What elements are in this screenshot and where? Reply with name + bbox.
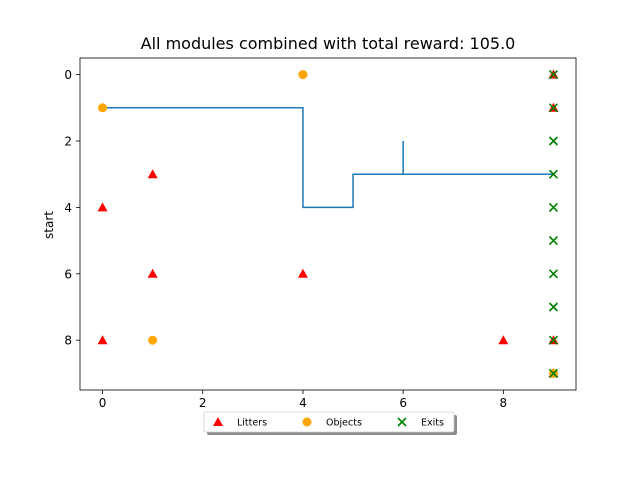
- y-tick-label: 8: [64, 334, 72, 348]
- litters-point-4: [147, 268, 158, 278]
- x-tick-label: 0: [99, 396, 107, 410]
- litters-point-7: [498, 335, 509, 345]
- y-tick-label: 6: [64, 267, 72, 281]
- legend: Litters Objects Exits: [203, 411, 457, 435]
- y-tick-label: 0: [64, 68, 72, 82]
- exits-point-8: [548, 335, 559, 345]
- legend-label-objects: Objects: [326, 418, 362, 429]
- y-tick-label: 2: [64, 135, 72, 149]
- x-tick-label: 2: [199, 396, 207, 410]
- path-line: [102, 107, 554, 209]
- axes-frame: [79, 57, 577, 391]
- litters-point-5: [297, 268, 308, 278]
- exits-point-1: [548, 103, 559, 113]
- exits-point-9: [548, 368, 559, 378]
- litters-point-6: [97, 335, 108, 345]
- exits-point-4: [548, 202, 559, 212]
- y-axis-label: start: [42, 211, 56, 239]
- legend-marker-objects: [302, 417, 312, 427]
- objects-point-1: [98, 103, 108, 113]
- exits-point-2: [548, 136, 559, 146]
- exits-point-3: [548, 169, 559, 179]
- x-tick-label: 4: [299, 396, 307, 410]
- legend-box: [203, 411, 455, 433]
- y-tick-label: 4: [64, 201, 72, 215]
- litters-point-2: [147, 169, 158, 179]
- objects-point-2: [148, 335, 158, 345]
- exits-point-5: [548, 236, 559, 246]
- legend-label-litters: Litters: [237, 418, 267, 429]
- x-tick-label: 6: [399, 396, 407, 410]
- x-tick-label: 8: [500, 396, 508, 410]
- litters-point-3: [97, 202, 108, 212]
- exits-point-6: [548, 269, 559, 279]
- exits-point-0: [548, 70, 559, 80]
- exits-point-7: [548, 302, 559, 312]
- legend-marker-litters: [213, 417, 223, 426]
- chart-title: All modules combined with total reward: …: [141, 34, 516, 53]
- legend-marker-exits: [397, 417, 407, 427]
- objects-point-0: [298, 70, 308, 80]
- plot-area: 0 2 4 6 8 0 2 4 6 8: [64, 57, 577, 410]
- legend-label-exits: Exits: [421, 418, 444, 429]
